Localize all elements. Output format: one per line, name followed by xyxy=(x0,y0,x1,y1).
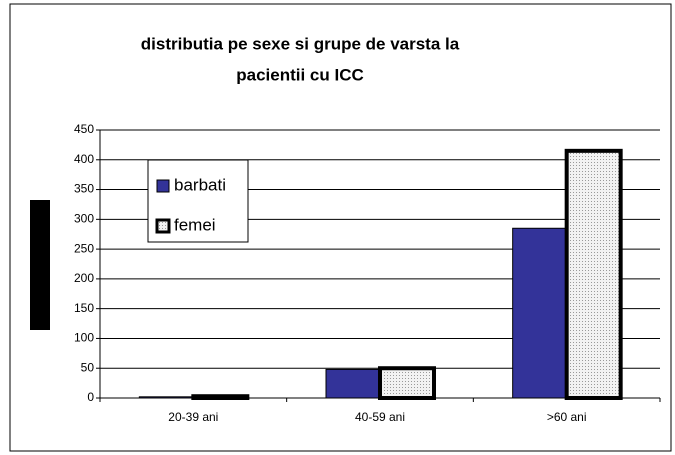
y-tick-label: 200 xyxy=(74,271,94,285)
x-tick-label: 20-39 ani xyxy=(168,410,218,424)
legend-swatch xyxy=(155,218,171,234)
y-tick-label: 150 xyxy=(74,301,94,315)
chart-title: distributia pe sexe si grupe de varsta l… xyxy=(141,34,460,53)
y-tick-label: 350 xyxy=(74,182,94,196)
y-tick-label: 0 xyxy=(87,390,94,404)
chart-title: pacientii cu ICC xyxy=(236,65,364,84)
bar xyxy=(564,148,623,400)
y-tick-label: 250 xyxy=(74,241,94,255)
bar xyxy=(325,368,381,399)
x-tick-label: >60 ani xyxy=(547,410,587,424)
legend-label: barbati xyxy=(174,175,226,194)
y-tick-label: 450 xyxy=(74,122,94,136)
legend-label: femei xyxy=(174,215,216,234)
y-axis-label-box xyxy=(30,200,50,330)
y-tick-label: 400 xyxy=(74,152,94,166)
y-tick-label: 300 xyxy=(74,212,94,226)
y-tick-label: 100 xyxy=(74,331,94,345)
x-tick-label: 40-59 ani xyxy=(355,410,405,424)
legend-swatch xyxy=(156,179,170,193)
y-tick-label: 50 xyxy=(81,360,95,374)
bar xyxy=(378,366,436,401)
bar xyxy=(512,227,568,399)
